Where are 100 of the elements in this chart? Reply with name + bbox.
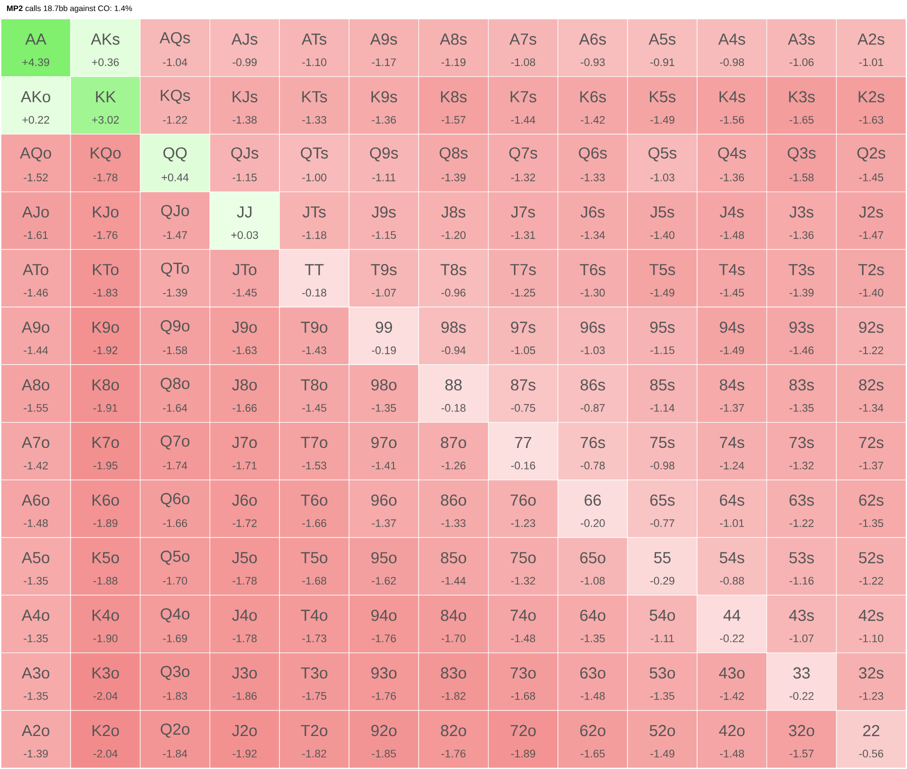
annotation: KTo — [93, 264, 118, 276]
data-label: -1.32 — [790, 462, 814, 470]
annotation: K7s — [510, 91, 536, 102]
data-label: -0.22 — [790, 692, 814, 700]
annotation: QQ — [163, 147, 187, 162]
data-label: -1.70 — [163, 576, 188, 585]
data-label: -1.01 — [720, 519, 744, 528]
data-label: -1.88 — [93, 576, 118, 585]
data-label: -1.31 — [511, 231, 536, 239]
annotation: 32s — [858, 667, 884, 679]
annotation: A2s — [858, 34, 884, 45]
data-label: -1.65 — [580, 750, 605, 758]
data-label: -1.61 — [24, 231, 48, 239]
annotation: Q9o — [160, 320, 190, 334]
data-label: -1.92 — [93, 346, 118, 354]
data-label: -1.08 — [580, 576, 605, 585]
data-label: +0.22 — [22, 116, 50, 124]
data-label: -0.98 — [650, 462, 674, 470]
annotation: Q8s — [440, 147, 468, 162]
annotation: Q5o — [160, 550, 190, 565]
data-label: -1.39 — [24, 750, 48, 758]
annotation: J7o — [232, 436, 257, 448]
annotation: K4s — [720, 91, 746, 102]
data-label: -0.75 — [511, 404, 536, 412]
annotation: 83o — [440, 667, 466, 679]
annotation: T6s — [580, 264, 606, 276]
annotation: 43o — [719, 667, 745, 679]
annotation: 53o — [650, 667, 675, 679]
annotation: KJo — [93, 206, 118, 218]
data-label: +0.36 — [92, 58, 119, 66]
data-label: -0.18 — [442, 404, 466, 412]
annotation: 72o — [510, 724, 536, 736]
annotation: ATs — [302, 34, 326, 45]
annotation: 85o — [440, 552, 466, 564]
data-label: -1.66 — [302, 519, 326, 528]
data-label: -1.42 — [24, 462, 48, 470]
annotation: Q7o — [160, 435, 190, 450]
annotation: 74o — [510, 610, 536, 621]
annotation: AJs — [231, 34, 258, 45]
data-label: -1.66 — [163, 519, 188, 528]
data-label: -1.23 — [859, 692, 884, 700]
annotation: A7o — [22, 436, 50, 448]
annotation: 44 — [723, 610, 740, 621]
annotation: 77 — [515, 436, 532, 448]
annotation: K6o — [92, 494, 119, 506]
data-label: -1.03 — [650, 174, 674, 182]
annotation: J8o — [232, 379, 257, 391]
annotation: A5s — [648, 34, 676, 45]
data-label: -1.36 — [372, 116, 396, 124]
annotation: JJ — [236, 206, 252, 218]
data-label: -1.45 — [720, 288, 744, 296]
data-label: -1.22 — [790, 519, 814, 527]
annotation: ATo — [22, 264, 48, 276]
annotation: J7s — [510, 206, 535, 218]
annotation: 83s — [789, 379, 814, 391]
annotation: 82s — [859, 379, 884, 391]
data-label: -1.30 — [580, 288, 605, 297]
annotation: 63o — [580, 667, 606, 679]
data-label: -1.15 — [372, 231, 396, 239]
data-label: -0.77 — [650, 519, 674, 528]
data-label: -1.49 — [650, 116, 674, 124]
annotation: T7o — [300, 436, 328, 448]
data-label: -1.69 — [163, 634, 188, 642]
data-label: -1.58 — [790, 174, 814, 182]
annotation: Q8o — [160, 378, 190, 392]
data-label: -1.70 — [442, 634, 466, 642]
annotation: J9o — [232, 322, 257, 333]
annotation: Q6s — [578, 147, 607, 162]
annotation: T4o — [300, 610, 328, 621]
data-label: -0.19 — [372, 346, 396, 354]
annotation: 96o — [371, 494, 397, 506]
annotation: J2o — [232, 724, 257, 736]
data-label: -1.35 — [790, 404, 814, 412]
annotation: A8s — [440, 34, 467, 45]
annotation: Q4s — [718, 147, 746, 162]
annotation: K9s — [371, 91, 398, 102]
annotation: A6o — [22, 494, 50, 506]
data-label: -1.33 — [580, 174, 605, 182]
annotation: K7o — [92, 436, 119, 448]
data-label: -1.42 — [580, 116, 605, 124]
annotation: K8s — [441, 91, 467, 102]
data-label: -1.35 — [859, 519, 884, 528]
data-label: -1.63 — [232, 346, 257, 354]
data-label: -1.11 — [372, 174, 396, 182]
annotation: Q3s — [788, 147, 816, 162]
annotation: 72s — [859, 436, 884, 448]
data-label: -1.44 — [24, 346, 48, 354]
annotation: 64o — [580, 610, 606, 621]
data-label: -1.48 — [24, 519, 48, 528]
data-label: -1.49 — [650, 288, 674, 297]
data-label: -1.35 — [650, 692, 674, 700]
annotation: 94o — [371, 610, 397, 621]
data-label: -0.99 — [232, 58, 257, 66]
annotation: A4s — [718, 34, 746, 45]
annotation: K2s — [858, 91, 884, 102]
annotation: 42s — [858, 610, 884, 621]
data-label: -1.48 — [720, 231, 744, 239]
annotation: A7s — [509, 34, 536, 45]
annotation: 94s — [720, 322, 744, 333]
data-label: -1.46 — [24, 288, 48, 297]
